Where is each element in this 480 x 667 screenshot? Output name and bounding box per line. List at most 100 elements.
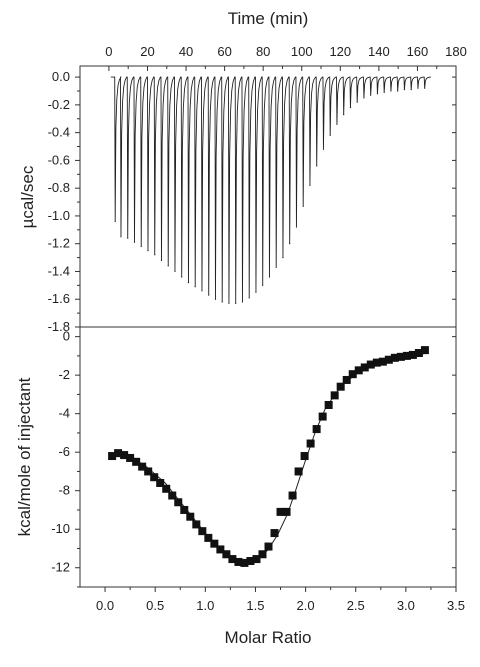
injection-peak	[154, 254, 156, 256]
bottom-plot-frame	[79, 326, 457, 588]
data-point-square	[204, 533, 213, 542]
data-point-square	[210, 539, 219, 548]
bottom-x-tick-label: 0.0	[96, 598, 114, 613]
data-point-square	[180, 505, 189, 514]
top-y-tick-label: -1.6	[48, 291, 70, 306]
data-point-square	[162, 484, 171, 493]
data-point-square	[300, 452, 309, 461]
top-x-axis-title: Time (min)	[228, 9, 309, 28]
bottom-y-tick-label: -12	[51, 560, 70, 575]
top-x-tick-label: 100	[291, 44, 313, 59]
injection-peak	[147, 250, 149, 252]
top-x-tick-label: 160	[407, 44, 429, 59]
data-point-square	[120, 451, 129, 460]
top-x-tick-label: 0	[105, 44, 112, 59]
bottom-x-tick-label: 3.5	[447, 598, 465, 613]
injection-peak	[336, 123, 338, 125]
data-point-square	[420, 346, 429, 355]
injection-peak	[316, 165, 318, 167]
injection-peak	[228, 302, 230, 304]
injection-peak	[356, 101, 358, 103]
bottom-panel: 0.0 0.5 1.0 1.5 2.0 2.5 3.0 3.50-2-4-6-8-10-12 …	[15, 326, 465, 647]
injection-peak	[114, 220, 116, 223]
bottom-x-tick-label: 1.0	[196, 598, 214, 613]
data-point-square	[312, 425, 321, 434]
injection-peak	[289, 243, 291, 245]
injection-peak	[363, 97, 365, 99]
data-point-square	[414, 349, 423, 357]
injection-peak	[397, 90, 399, 92]
injection-peak	[390, 90, 392, 92]
injection-peak	[187, 281, 190, 284]
top-x-tick-label: 40	[179, 44, 193, 59]
injection-peak	[383, 91, 385, 93]
injection-peak	[248, 297, 250, 299]
injection-peak	[255, 291, 257, 293]
bottom-y-tick-label: -10	[51, 521, 70, 536]
data-point-square	[228, 555, 237, 564]
bottom-x-tick-label: 3.0	[397, 598, 415, 613]
data-point-square	[342, 375, 351, 384]
injection-peak	[201, 290, 203, 292]
data-point-square	[348, 370, 357, 379]
bottom-ticks	[75, 336, 457, 592]
data-point-square	[354, 366, 363, 375]
data-point-square	[378, 357, 387, 366]
data-point-square	[384, 355, 393, 364]
data-point-square	[234, 557, 243, 566]
top-tick-labels: 0 20 40 60 80 100 120 140 160 180 0.0 -0.2 -0.4 -0.6 -…	[48, 44, 467, 334]
data-point-square	[132, 457, 141, 466]
top-y-tick-label: -0.8	[48, 180, 70, 195]
data-point-square	[168, 491, 177, 500]
data-point-square	[150, 473, 159, 482]
data-point-square	[216, 545, 225, 554]
bottom-x-tick-label: 2.5	[347, 598, 365, 613]
top-x-tick-label: 80	[256, 44, 270, 59]
data-point-square	[396, 352, 405, 361]
bottom-series	[108, 346, 429, 567]
data-point-square	[222, 550, 231, 559]
injection-peak	[410, 89, 412, 91]
bottom-y-tick-label: -6	[58, 444, 70, 459]
injection-peak	[329, 134, 331, 137]
top-ticks	[75, 66, 457, 328]
injection-peak	[127, 237, 129, 239]
data-point-square	[192, 520, 201, 529]
data-point-square	[114, 449, 123, 458]
data-point-square	[174, 498, 183, 507]
data-point-square	[126, 453, 135, 462]
top-y-tick-label: 0.0	[52, 69, 70, 84]
injection-peak	[120, 236, 122, 238]
data-point-square	[252, 555, 261, 564]
injection-peak	[302, 205, 304, 207]
injection-peak	[309, 184, 311, 186]
top-x-tick-label: 140	[368, 44, 390, 59]
data-point-square	[240, 558, 249, 567]
data-point-square	[408, 350, 417, 359]
data-point-square	[144, 467, 153, 476]
top-panel: 0 20 40 60 80 100 120 140 160 180 0.0 -0.2 -0.4 -0.6 -…	[18, 9, 467, 334]
bottom-y-tick-label: -2	[58, 367, 70, 382]
injection-peak	[181, 276, 183, 278]
top-y-tick-label: -0.6	[48, 152, 70, 167]
top-x-tick-label: 120	[329, 44, 351, 59]
injection-peak	[174, 270, 176, 273]
injection-peak	[322, 148, 325, 150]
bottom-y-axis-title: kcal/mole of injectant	[15, 377, 34, 536]
injection-peak	[221, 301, 223, 303]
injection-peak	[140, 245, 142, 248]
bottom-x-tick-label: 1.5	[246, 598, 264, 613]
data-point-square	[258, 550, 267, 559]
data-point-square	[306, 439, 315, 448]
injection-peak	[160, 259, 163, 261]
data-point-square	[324, 401, 333, 409]
top-y-axis-title: µcal/sec	[18, 165, 37, 228]
data-point-square	[264, 542, 273, 551]
bottom-y-tick-label: -8	[58, 483, 70, 498]
data-point-square	[108, 452, 117, 461]
data-point-square	[318, 412, 327, 421]
top-y-tick-label: -0.2	[48, 97, 70, 112]
bottom-x-tick-label: 0.5	[146, 598, 164, 613]
injection-peak	[349, 107, 352, 109]
